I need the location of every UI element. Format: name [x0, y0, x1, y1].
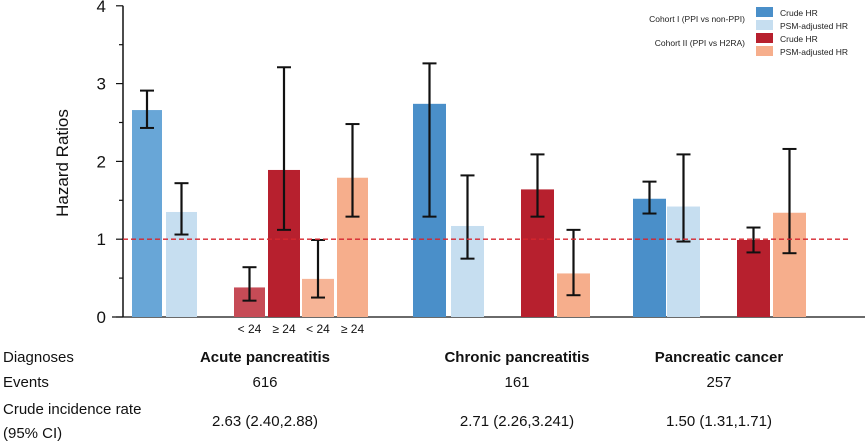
legend-entry-label: Crude HR: [780, 8, 818, 18]
row-label-diagnoses: Diagnoses: [3, 349, 74, 366]
y-tick-label: 0: [97, 308, 106, 327]
legend-swatch: [756, 7, 773, 17]
legend-swatch: [756, 46, 773, 56]
row-label-events: Events: [3, 374, 49, 391]
legend-entry-label: Crude HR: [780, 34, 818, 44]
legend-entry-label: PSM-adjusted HR: [780, 47, 848, 57]
events-cancer: 257: [706, 374, 732, 391]
rate-chronic: 2.71 (2.26,3.241): [459, 413, 575, 430]
bar-sublabel: < 24: [306, 322, 330, 336]
events-chronic: 161: [504, 374, 530, 391]
legend-group-label: Cohort I (PPI vs non-PPI): [649, 14, 745, 24]
bar-sublabel: ≥ 24: [341, 322, 365, 336]
bar: [633, 198, 666, 317]
row-label-rate: Crude incidence rate: [3, 401, 142, 418]
bar-sublabel: < 24: [238, 322, 262, 336]
diagnosis-acute: Acute pancreatitis: [199, 349, 331, 366]
bar: [132, 110, 162, 317]
rate-cancer: 1.50 (1.31,1.71): [666, 413, 772, 430]
y-tick-label: 4: [97, 0, 106, 16]
legend-group-label: Cohort II (PPI vs H2RA): [655, 38, 745, 48]
row-label-ci: (95% CI): [3, 425, 63, 442]
legend-entry-label: PSM-adjusted HR: [780, 21, 848, 31]
bar-sublabel: ≥ 24: [272, 322, 296, 336]
diagnosis-cancer: Pancreatic cancer: [654, 349, 784, 366]
y-axis-label: Hazard Ratios: [53, 109, 72, 217]
y-tick-label: 3: [97, 75, 106, 94]
legend-swatch: [756, 33, 773, 43]
events-acute: 616: [252, 374, 278, 391]
y-tick-label: 2: [97, 152, 106, 171]
diagnosis-chronic: Chronic pancreatitis: [444, 349, 590, 366]
y-tick-label: 1: [97, 230, 106, 249]
rate-acute: 2.63 (2.40,2.88): [212, 413, 318, 430]
legend-swatch: [756, 20, 773, 30]
hazard-ratio-chart: 0 1 2 3 4 Hazard Ratios < 24 ≥ 24 < 24 ≥ 24 Cohort…: [53, 0, 865, 336]
